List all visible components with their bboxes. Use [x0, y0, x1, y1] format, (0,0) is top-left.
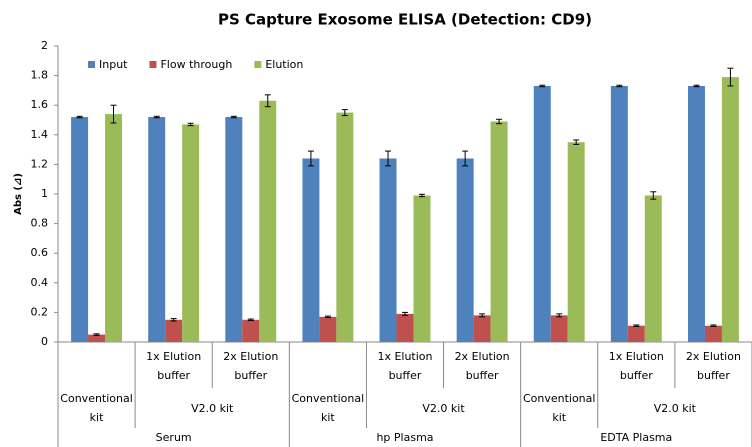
error-bar: [324, 315, 331, 319]
error-bar: [616, 84, 623, 88]
bar: [627, 325, 645, 342]
error-bar: [710, 324, 717, 327]
error-bar: [727, 67, 734, 87]
bar: [302, 158, 320, 342]
bar: [319, 316, 337, 342]
kit-label: Conventional kit: [522, 392, 596, 424]
error-bar: [556, 313, 563, 318]
bar: [242, 319, 260, 342]
y-tick-label: 1.6: [31, 98, 49, 111]
bar: [610, 85, 628, 343]
legend-label: Input: [99, 58, 128, 71]
bar: [88, 334, 106, 342]
error-bar: [264, 94, 271, 108]
bar: [644, 195, 662, 342]
y-tick-label: 0.6: [31, 246, 49, 259]
y-tick-label: 0.8: [31, 217, 49, 230]
bar: [336, 112, 354, 342]
x-tick-label: 1x Elution buffer: [146, 350, 202, 382]
error-bar: [341, 109, 348, 117]
error-bar: [496, 118, 503, 125]
y-tick-label: 0: [41, 335, 48, 348]
legend-label: Elution: [265, 58, 303, 71]
y-tick-label: 1.8: [31, 69, 49, 82]
error-bar: [650, 191, 657, 200]
y-tick-label: 2: [41, 39, 48, 52]
x-tick-label: 1x Elution buffer: [377, 350, 433, 382]
kit-label: V2.0 kit: [653, 401, 696, 415]
kit-label: Conventional kit: [60, 392, 133, 424]
error-bar: [539, 84, 546, 88]
error-bar: [170, 318, 177, 322]
error-bar: [462, 150, 469, 167]
y-tick-label: 1.2: [31, 157, 49, 170]
group-label: EDTA Plasma: [600, 431, 673, 444]
bar: [259, 100, 277, 342]
error-bar: [479, 313, 486, 318]
error-bar: [93, 333, 100, 336]
error-bar: [573, 139, 580, 145]
x-tick-label: 2x Elution buffer: [685, 350, 741, 382]
group-label: hp Plasma: [376, 431, 434, 444]
bar: [379, 158, 397, 342]
y-tick-label: 1.4: [31, 128, 49, 141]
y-tick-label: 0.4: [31, 276, 49, 289]
bar: [148, 117, 166, 342]
kit-label: V2.0 kit: [191, 401, 234, 415]
bar: [396, 313, 414, 342]
bar: [165, 319, 183, 342]
y-axis-label: Abs (⊿): [13, 173, 24, 215]
legend-label: Flow through: [160, 58, 232, 71]
bar: [533, 85, 551, 343]
legend-swatch: [88, 61, 95, 68]
error-bar: [402, 311, 408, 316]
bar: [473, 315, 491, 342]
error-bar: [418, 193, 425, 198]
error-bar: [247, 318, 254, 322]
bar: [456, 158, 474, 342]
y-tick-label: 0.2: [31, 305, 49, 318]
bar: [567, 142, 585, 342]
legend-swatch: [149, 61, 157, 68]
error-bar: [633, 324, 640, 327]
error-bar: [693, 84, 700, 88]
x-tick-label: 2x Elution buffer: [223, 350, 279, 382]
kit-label: V2.0 kit: [422, 401, 465, 415]
x-tick-label: 2x Elution buffer: [454, 350, 510, 382]
error-bar: [187, 122, 194, 127]
error-bar: [230, 115, 237, 119]
bar: [182, 124, 200, 342]
error-bar: [76, 115, 83, 119]
bar: [71, 117, 89, 342]
legend-swatch: [254, 61, 262, 68]
error-bar: [307, 150, 314, 167]
bar: [687, 85, 705, 343]
bar: [105, 114, 123, 342]
bar: [413, 195, 431, 342]
bar: [550, 315, 568, 342]
y-tick-label: 1: [41, 187, 48, 200]
error-bar: [153, 115, 160, 119]
group-label: Serum: [155, 431, 192, 444]
kit-label: Conventional kit: [291, 392, 365, 424]
error-bar: [385, 150, 392, 167]
error-bar: [110, 104, 117, 124]
chart-title: PS Capture Exosome ELISA (Detection: CD9…: [218, 11, 592, 29]
bar: [490, 121, 508, 342]
bar: [721, 77, 739, 342]
bar: [704, 325, 722, 342]
x-tick-label: 1x Elution buffer: [608, 350, 664, 382]
bar: [225, 117, 243, 342]
